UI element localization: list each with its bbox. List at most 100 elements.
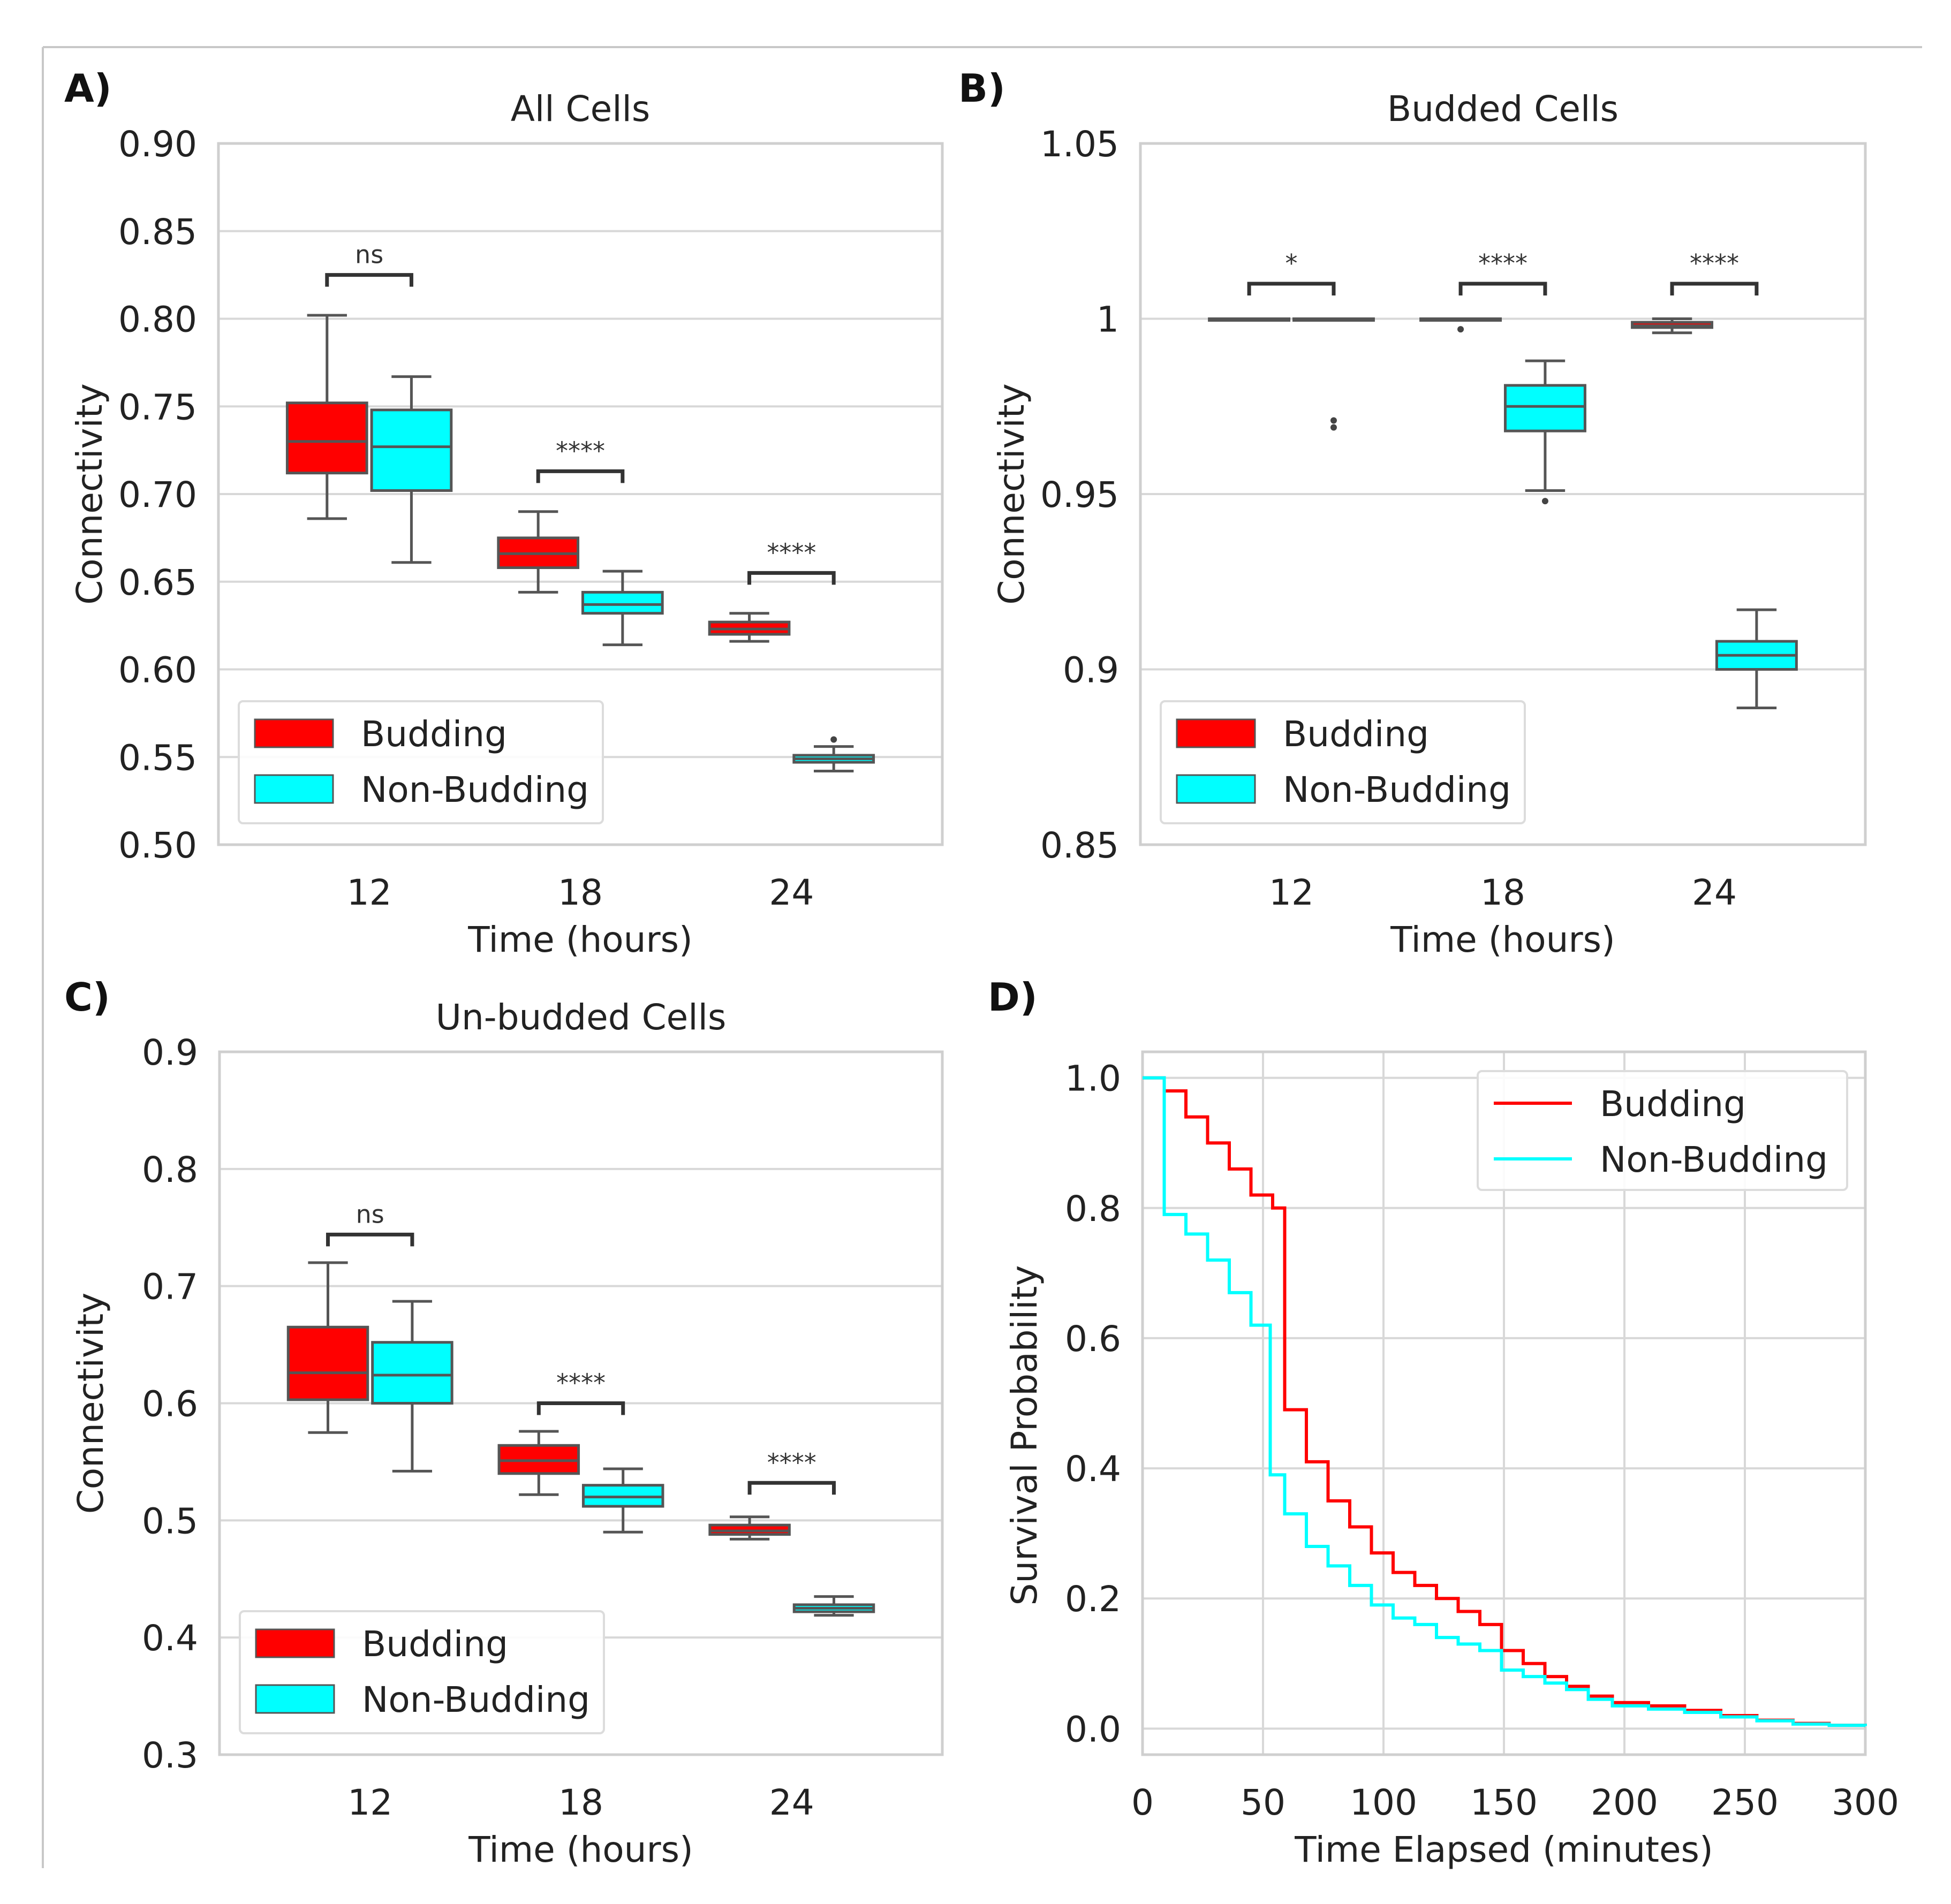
y-tick-label: 0.65 xyxy=(118,562,197,603)
y-tick-label: 0.9 xyxy=(1063,650,1119,691)
box-budding xyxy=(286,1325,369,1401)
legend-swatch xyxy=(255,1628,335,1658)
y-tick-label: 0.70 xyxy=(118,474,197,515)
significance-label: **** xyxy=(556,436,605,465)
x-axis-label: Time (hours) xyxy=(467,919,693,960)
x-tick-label: 18 xyxy=(558,872,603,913)
y-tick-label: 0.90 xyxy=(118,124,197,165)
legend-label: Non-Budding xyxy=(362,1679,590,1720)
panel-label: B) xyxy=(958,66,1005,111)
legend-label: Non-Budding xyxy=(1283,769,1511,810)
y-tick-label: 0.8 xyxy=(1065,1188,1121,1230)
box-budding xyxy=(285,401,368,475)
y-axis-label: Connectivity xyxy=(70,1293,111,1514)
y-tick-label: 1 xyxy=(1097,299,1119,340)
chart-title: Un-budded Cells xyxy=(436,997,727,1038)
x-tick-label: 18 xyxy=(1480,872,1525,913)
y-tick-label: 0.8 xyxy=(142,1149,198,1190)
y-tick-label: 0.0 xyxy=(1065,1709,1121,1750)
x-tick-label: 12 xyxy=(1269,872,1314,913)
survival-line-budding xyxy=(1143,1076,1867,1727)
legend-swatch xyxy=(1176,774,1256,804)
x-tick-label: 200 xyxy=(1591,1782,1658,1823)
box-non-budding xyxy=(370,408,453,492)
panel-d: 0 50 100 150 200 250 300 0.0 0.2 0.4 0.6 0.8 1.0 Time… xyxy=(988,975,1899,1870)
y-tick-label: 0.6 xyxy=(142,1384,198,1425)
x-tick-label: 300 xyxy=(1832,1782,1899,1823)
x-tick-label: 12 xyxy=(347,872,392,913)
y-tick-label: 0.7 xyxy=(142,1266,198,1308)
y-tick-label: 0.85 xyxy=(118,211,197,253)
legend-label: Non-Budding xyxy=(361,769,589,810)
panel-a: 0.50 0.55 0.60 0.65 0.70 0.75 0.80 0.85 0.90 12 18… xyxy=(64,66,944,960)
y-tick-label: 0.4 xyxy=(142,1618,198,1659)
legend-label: Budding xyxy=(1600,1083,1746,1125)
panel-label: D) xyxy=(988,975,1038,1020)
outlier-point xyxy=(830,736,837,743)
plot-frame xyxy=(1141,1050,1867,1756)
y-tick-label: 0.75 xyxy=(118,386,197,428)
x-tick-label: 24 xyxy=(1692,872,1737,913)
box-non-budding xyxy=(581,590,664,615)
x-axis-label: Time (hours) xyxy=(468,1829,693,1870)
x-tick-label: 24 xyxy=(769,872,814,913)
significance-bracket xyxy=(1458,282,1547,295)
significance-bracket xyxy=(326,1232,414,1247)
legend-swatch xyxy=(1176,718,1256,748)
x-axis-label: Time (hours) xyxy=(1390,919,1615,960)
significance-bracket xyxy=(536,469,625,483)
significance-bracket xyxy=(325,273,413,287)
plot-frame xyxy=(217,142,944,846)
outlier-point xyxy=(1541,498,1548,505)
significance-label: **** xyxy=(767,538,816,567)
box-non-budding xyxy=(1503,384,1586,433)
y-tick-label: 1.05 xyxy=(1040,124,1119,165)
significance-bracket xyxy=(1670,282,1759,295)
panel-label: A) xyxy=(64,66,112,111)
x-tick-label: 250 xyxy=(1711,1782,1779,1823)
outlier-point xyxy=(1330,424,1337,431)
x-tick-label: 50 xyxy=(1241,1782,1285,1823)
legend-label: Budding xyxy=(1283,714,1429,755)
panel-label: C) xyxy=(64,975,110,1020)
outlier-point xyxy=(1457,326,1464,333)
legend-swatch xyxy=(254,718,334,748)
significance-label: ns xyxy=(355,240,383,269)
y-tick-label: 0.2 xyxy=(1065,1579,1121,1620)
y-tick-label: 1.0 xyxy=(1065,1058,1121,1099)
significance-bracket xyxy=(747,571,836,585)
chart-title: Budded Cells xyxy=(1387,88,1619,130)
significance-label: **** xyxy=(1690,249,1739,278)
significance-label: **** xyxy=(556,1369,606,1398)
y-axis-label: Survival Probability xyxy=(1004,1265,1045,1606)
survival-line-non-budding xyxy=(1143,1076,1867,1727)
chart-title: All Cells xyxy=(511,88,651,130)
y-tick-label: 0.55 xyxy=(118,737,197,778)
y-axis-label: Connectivity xyxy=(69,383,110,605)
y-tick-label: 0.3 xyxy=(142,1735,198,1776)
significance-label: **** xyxy=(767,1448,816,1477)
panel-c: 0.3 0.4 0.5 0.6 0.7 0.8 0.9 12 18 24 Un-budded Cel… xyxy=(64,975,944,1870)
significance-bracket xyxy=(747,1481,836,1495)
x-tick-label: 18 xyxy=(558,1782,603,1823)
y-tick-label: 0.80 xyxy=(118,299,197,340)
significance-bracket xyxy=(1247,282,1336,295)
x-tick-label: 100 xyxy=(1350,1782,1417,1823)
box-non-budding xyxy=(371,1341,453,1405)
significance-bracket xyxy=(536,1401,625,1415)
significance-label: **** xyxy=(1478,249,1527,278)
y-tick-label: 0.9 xyxy=(142,1032,198,1073)
legend-label: Budding xyxy=(361,714,507,755)
y-tick-label: 0.50 xyxy=(118,825,197,866)
y-tick-label: 0.4 xyxy=(1065,1448,1121,1490)
y-tick-label: 0.85 xyxy=(1040,825,1119,866)
x-tick-label: 24 xyxy=(769,1782,814,1823)
x-tick-label: 0 xyxy=(1131,1782,1154,1823)
plot-frame xyxy=(218,1050,944,1756)
significance-label: ns xyxy=(356,1200,384,1228)
legend-swatch xyxy=(254,774,334,804)
y-axis-label: Connectivity xyxy=(991,383,1032,605)
significance-label: * xyxy=(1285,249,1298,278)
legend-swatch xyxy=(255,1684,335,1714)
